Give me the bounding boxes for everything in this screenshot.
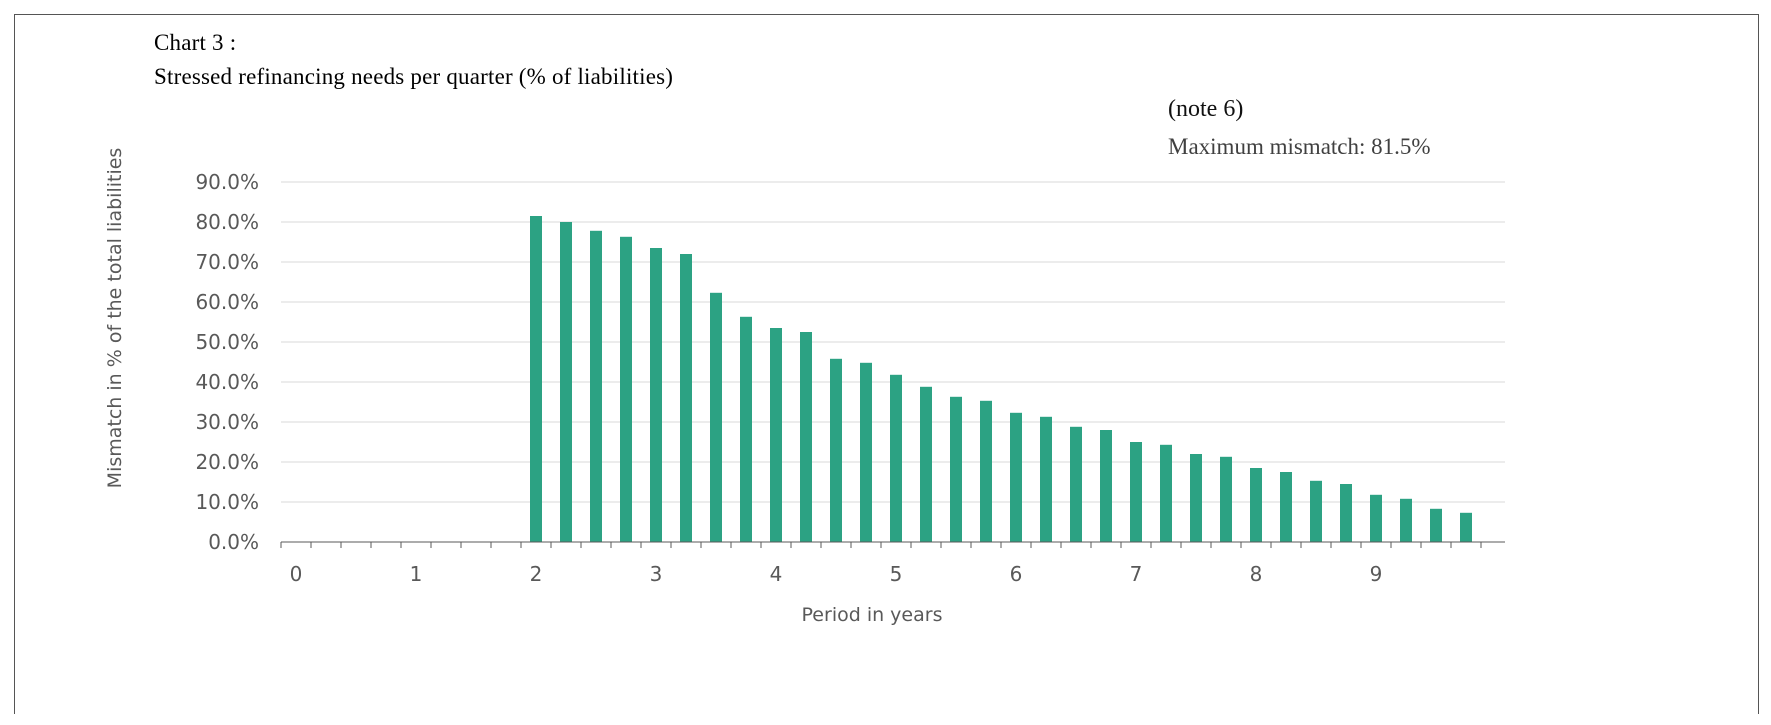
bar	[1100, 430, 1112, 542]
y-tick-label: 20.0%	[195, 450, 259, 474]
bar	[1130, 442, 1142, 542]
x-tick-label: 9	[1370, 562, 1383, 586]
bar	[980, 400, 992, 542]
bar	[1220, 456, 1232, 542]
bar	[710, 292, 722, 542]
bar	[1430, 508, 1442, 542]
x-tick-label: 2	[530, 562, 543, 586]
bar	[590, 230, 602, 543]
bar	[1370, 494, 1382, 542]
bar	[1190, 454, 1202, 542]
bar	[1070, 426, 1082, 542]
bar	[920, 386, 932, 542]
bar	[860, 362, 872, 542]
x-axis	[280, 541, 1505, 548]
bars	[530, 216, 1472, 543]
bar	[890, 374, 902, 542]
x-tick-label: 7	[1130, 562, 1143, 586]
bar	[1280, 472, 1292, 542]
x-axis-ticks: 0 1 2 3 4 5 6 7 8 9	[290, 562, 1383, 586]
x-tick-label: 3	[650, 562, 663, 586]
chart-label: Chart 3 :	[154, 30, 237, 55]
bar	[1010, 412, 1022, 542]
bar	[1340, 484, 1352, 542]
bar	[620, 236, 632, 543]
x-tick-label: 5	[890, 562, 903, 586]
bar	[740, 316, 752, 542]
bar	[560, 222, 572, 542]
y-tick-label: 90.0%	[195, 170, 259, 194]
y-tick-label: 0.0%	[208, 530, 259, 554]
y-axis-ticks: 0.0% 10.0% 20.0% 30.0% 40.0% 50.0% 60.0% 70.0% 8…	[195, 170, 259, 554]
y-tick-label: 80.0%	[195, 210, 259, 234]
y-tick-label: 60.0%	[195, 290, 259, 314]
max-mismatch-annotation: Maximum mismatch: 81.5%	[1168, 134, 1431, 159]
bar	[530, 216, 542, 542]
x-tick-label: 8	[1250, 562, 1263, 586]
y-tick-label: 30.0%	[195, 410, 259, 434]
x-tick-label: 6	[1010, 562, 1023, 586]
bar	[1040, 416, 1052, 542]
bar	[1400, 498, 1412, 542]
y-tick-label: 10.0%	[195, 490, 259, 514]
bar	[950, 396, 962, 542]
bar	[1310, 480, 1322, 542]
bar	[650, 248, 662, 542]
x-tick-label: 4	[770, 562, 783, 586]
y-tick-label: 50.0%	[195, 330, 259, 354]
bar	[1460, 512, 1472, 542]
bar	[1250, 468, 1262, 542]
y-tick-label: 70.0%	[195, 250, 259, 274]
bar	[770, 328, 782, 542]
bar	[680, 254, 692, 542]
x-axis-title: Period in years	[802, 604, 943, 626]
chart-frame	[14, 14, 1759, 714]
chart-note: (note 6)	[1168, 96, 1244, 122]
bar	[800, 332, 812, 542]
y-axis-title: Mismatch in % of the total liabilities	[104, 148, 126, 489]
x-tick-label: 1	[410, 562, 423, 586]
bar	[1160, 444, 1172, 542]
chart-title: Stressed refinancing needs per quarter (…	[154, 64, 674, 89]
x-tick-label: 0	[290, 562, 303, 586]
y-tick-label: 40.0%	[195, 370, 259, 394]
bar	[830, 358, 842, 542]
